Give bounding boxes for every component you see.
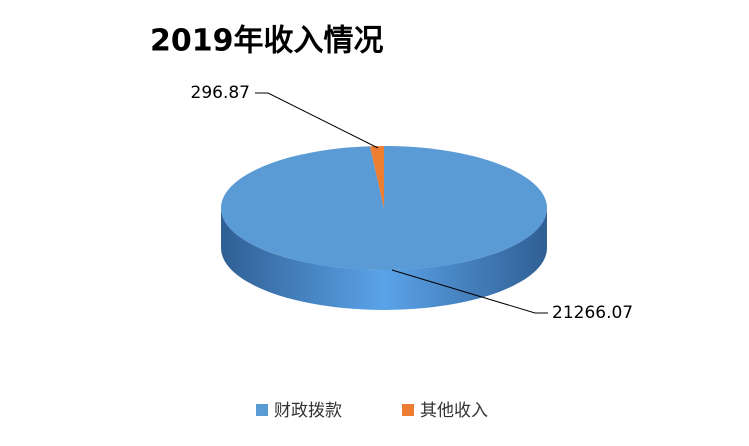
legend-label: 其他收入 <box>420 401 488 421</box>
pie-slice <box>369 146 384 208</box>
data-label: 296.87 <box>191 83 250 103</box>
legend-swatch <box>402 404 414 416</box>
legend-label: 财政拨款 <box>274 401 342 421</box>
data-label: 21266.07 <box>552 303 633 323</box>
pie-side <box>221 208 547 310</box>
leader-line <box>255 92 379 149</box>
legend-swatch <box>256 404 268 416</box>
chart-title: 2019年收入情况 <box>150 24 384 59</box>
leader-line <box>391 269 548 314</box>
pie-slice <box>220 146 547 270</box>
